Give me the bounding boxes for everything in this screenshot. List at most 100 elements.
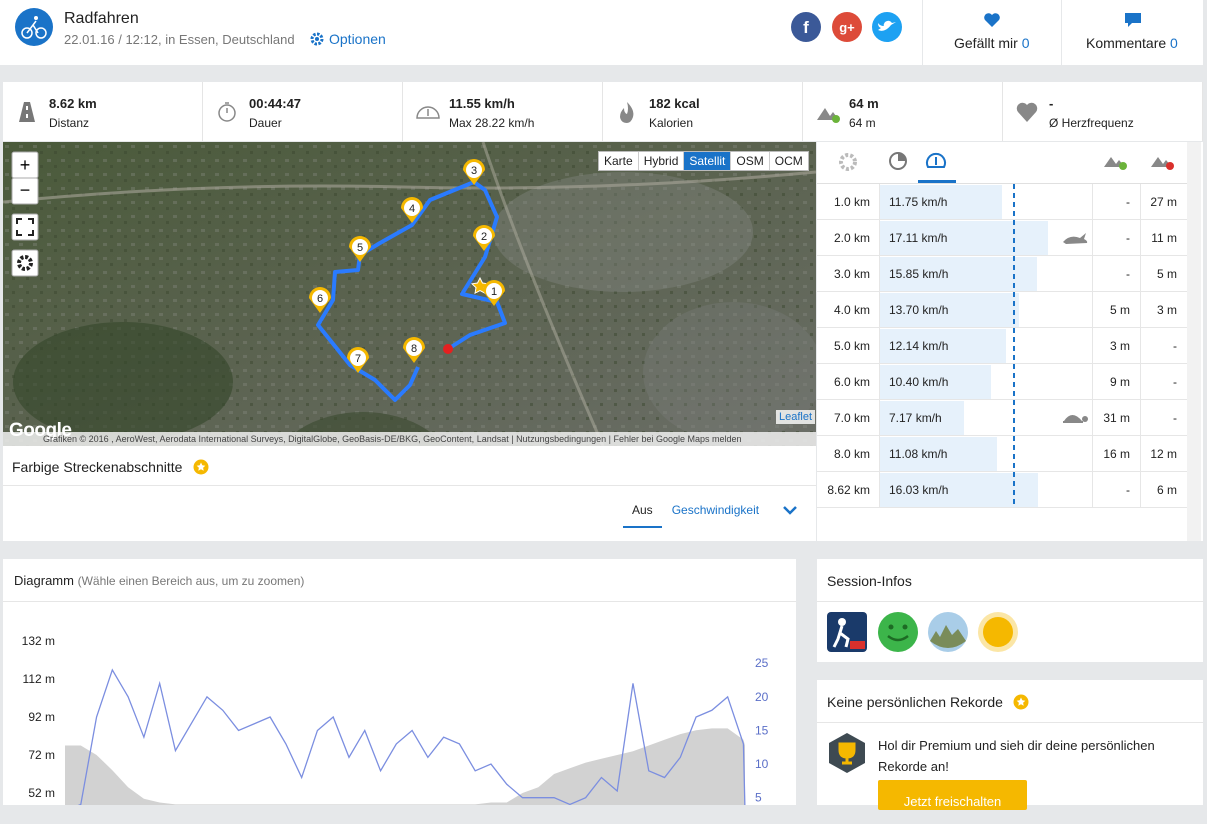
zoom-in[interactable]: + — [11, 151, 39, 179]
split-speed: 15.85 km/h — [889, 267, 949, 281]
split-distance: 1.0 km — [833, 195, 870, 209]
route-marker[interactable]: 4 — [401, 197, 423, 223]
decoration — [196, 462, 206, 471]
layer-button[interactable]: OSM — [730, 152, 769, 170]
zoom-out[interactable]: − — [11, 177, 39, 205]
col-line — [1140, 436, 1141, 472]
header: Radfahren 22.01.16 / 12:12, in Essen, De… — [0, 0, 922, 65]
split-up: 31 m — [1103, 411, 1130, 425]
decoration — [13, 322, 233, 442]
col-line — [1092, 292, 1093, 328]
segment-tab[interactable]: Geschwindigkeit — [671, 503, 760, 517]
stat-value: 64 m — [849, 96, 879, 111]
splits-header — [817, 152, 1187, 184]
page: Radfahren {"header": {"title": "Radfahre… — [0, 0, 1203, 810]
records-title: Keine persönlichen Rekorde — [827, 694, 1003, 710]
col-line — [1140, 400, 1141, 436]
decoration — [3, 432, 816, 446]
unlock-button[interactable]: Jetzt freischalten — [878, 780, 1027, 810]
route-marker[interactable]: 1 — [483, 280, 505, 306]
col-line — [1092, 436, 1093, 472]
options-link[interactable]: Optionen — [329, 31, 386, 47]
marker-disc — [404, 200, 420, 216]
decoration — [898, 153, 906, 161]
decoration — [902, 624, 908, 630]
split-down: - — [1173, 375, 1177, 389]
google-plus-button[interactable]: g+ — [832, 12, 862, 42]
decoration — [850, 641, 865, 649]
col-line — [1092, 472, 1093, 508]
decoration: Kommentare 0 — [1086, 35, 1178, 51]
records-text: Hol dir Premium und sieh dir deine persö… — [878, 738, 1155, 774]
y-tick-label: 92 m — [28, 710, 55, 724]
layer-switcher: Karte Hybrid Satellit OSM OCM — [598, 151, 809, 171]
decoration — [315, 37, 319, 41]
split-distance: 3.0 km — [833, 267, 870, 281]
route-marker[interactable]: 7 — [347, 347, 369, 373]
icon-shape — [26, 106, 28, 110]
route-marker[interactable]: 3 — [463, 159, 485, 185]
slowest-icon — [1063, 415, 1088, 423]
split-down: 3 m — [1156, 303, 1177, 317]
route-marker[interactable]: 6 — [309, 287, 331, 313]
col-line — [879, 220, 880, 256]
speed-bar — [880, 185, 1003, 219]
split-row: 6.0 km 10.40 km/h 9 m - — [817, 364, 1187, 400]
col-line — [879, 256, 880, 292]
stat-value: - — [1049, 96, 1054, 111]
col-line — [1092, 328, 1093, 364]
google-logo: Google — [9, 420, 72, 441]
like-button[interactable]: Gefällt mir 0 — [923, 0, 1061, 65]
layer-button[interactable]: Hybrid — [637, 152, 684, 170]
route-marker[interactable]: 2 — [473, 225, 495, 251]
col-line — [1092, 364, 1093, 400]
marker-disc — [312, 290, 328, 306]
split-speed: 17.11 km/h — [889, 231, 948, 245]
split-up: 3 m — [1109, 339, 1130, 353]
stat-label: Ø Herzfrequenz — [1049, 116, 1134, 130]
terms-link[interactable]: Nutzungsbedingungen — [516, 434, 607, 444]
marker-label: 8 — [411, 343, 417, 355]
speed-bar — [880, 293, 1019, 327]
decoration — [34, 16, 38, 20]
y-tick-label: 52 m — [28, 786, 55, 800]
speed-bar — [880, 329, 1006, 363]
stat-icon — [620, 102, 634, 123]
comment-button[interactable]: Kommentare 0 — [1062, 0, 1203, 65]
layer-button[interactable]: Karte — [599, 152, 638, 170]
layer-button[interactable]: OCM — [768, 152, 808, 170]
segment-tab[interactable]: Aus — [623, 503, 662, 528]
decoration — [11, 177, 39, 205]
split-distance: 8.0 km — [833, 447, 870, 461]
marker-disc — [350, 350, 366, 366]
stat-item: 64 m 64 m — [803, 82, 1003, 141]
icon-shape — [225, 102, 229, 113]
split-speed: 13.70 km/h — [889, 303, 949, 317]
layer-button[interactable]: Satellit — [683, 152, 731, 170]
y2-tick-label: 10 — [755, 757, 769, 771]
report-link[interactable]: Fehler bei Google Maps melden — [613, 434, 742, 444]
facebook-button[interactable]: f — [791, 12, 821, 42]
col-line — [879, 328, 880, 364]
decoration — [839, 153, 857, 171]
decoration — [1063, 233, 1088, 244]
dropdown-arrow[interactable] — [782, 504, 798, 516]
leaflet-link[interactable]: Leaflet — [776, 410, 816, 424]
route-marker[interactable]: 5 — [349, 236, 371, 262]
col-line — [1140, 256, 1141, 292]
decoration — [23, 261, 27, 265]
twitter-button[interactable] — [872, 12, 902, 42]
stat-item: 8.62 km Distanz — [3, 82, 203, 141]
speed-bar — [880, 221, 1048, 255]
route-marker[interactable]: 8 — [403, 337, 425, 363]
decoration — [983, 617, 1013, 647]
map-settings[interactable] — [11, 249, 39, 277]
attribution-text: Grafiken © 2016 , AeroWest, Aerodata Int… — [43, 434, 509, 444]
decoration — [16, 218, 34, 236]
fullscreen[interactable] — [11, 213, 39, 241]
split-distance: 7.0 km — [833, 411, 870, 425]
diagram-hint: (Wähle einen Bereich aus, um zu zoomen) — [77, 574, 305, 588]
session-title: Session-Infos — [827, 573, 912, 589]
body: Radfahren 22.01.16 / 12:12, in Essen, De… — [0, 0, 1203, 810]
col-line — [879, 292, 880, 328]
